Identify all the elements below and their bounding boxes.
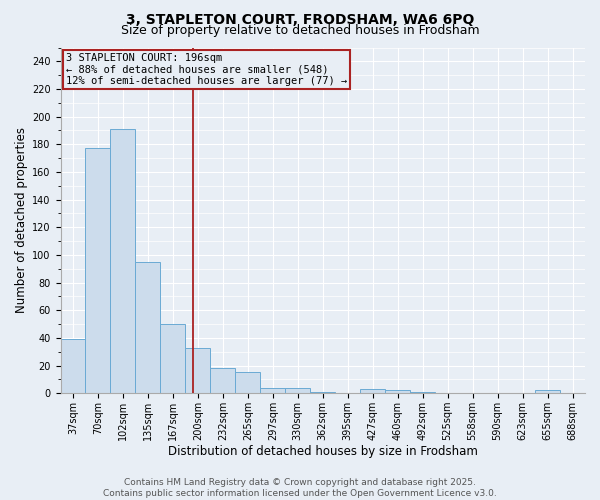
Bar xyxy=(410,392,435,393)
Text: Contains HM Land Registry data © Crown copyright and database right 2025.
Contai: Contains HM Land Registry data © Crown c… xyxy=(103,478,497,498)
Text: Size of property relative to detached houses in Frodsham: Size of property relative to detached ho… xyxy=(121,24,479,37)
Bar xyxy=(535,390,560,393)
Text: 3, STAPLETON COURT, FRODSHAM, WA6 6PQ: 3, STAPLETON COURT, FRODSHAM, WA6 6PQ xyxy=(126,12,474,26)
Bar xyxy=(310,392,335,393)
Bar xyxy=(260,388,285,393)
X-axis label: Distribution of detached houses by size in Frodsham: Distribution of detached houses by size … xyxy=(168,444,478,458)
Bar xyxy=(360,389,385,393)
Y-axis label: Number of detached properties: Number of detached properties xyxy=(15,128,28,314)
Bar xyxy=(136,262,160,393)
Bar xyxy=(160,324,185,393)
Bar xyxy=(61,340,85,393)
Bar xyxy=(185,348,211,393)
Bar xyxy=(211,368,235,393)
Bar xyxy=(85,148,110,393)
Bar xyxy=(285,388,310,393)
Bar xyxy=(235,372,260,393)
Bar xyxy=(385,390,410,393)
Text: 3 STAPLETON COURT: 196sqm
← 88% of detached houses are smaller (548)
12% of semi: 3 STAPLETON COURT: 196sqm ← 88% of detac… xyxy=(66,52,347,86)
Bar xyxy=(110,129,136,393)
